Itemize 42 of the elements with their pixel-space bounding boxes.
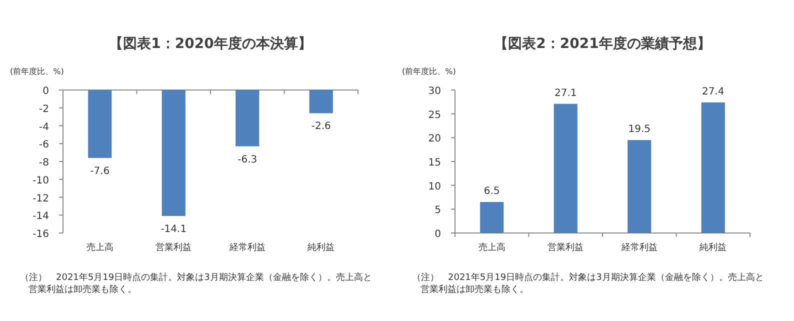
y-axis-title: (前年度比、%) (10, 67, 64, 76)
data-label: -14.1 (160, 224, 187, 236)
data-label: 6.5 (484, 186, 500, 198)
y-axis-title: (前年度比、%) (402, 67, 456, 76)
data-label: -7.6 (90, 166, 110, 177)
y-tick-label: -10 (32, 175, 49, 186)
y-tick-label: -8 (39, 158, 49, 168)
y-tick-label: 10 (428, 181, 441, 192)
y-tick-label: 5 (434, 205, 441, 216)
y-tick-label: 30 (428, 86, 441, 97)
data-label: -6.3 (238, 154, 258, 166)
x-tick-label: 営業利益 (548, 242, 584, 253)
data-label: -2.6 (311, 121, 331, 132)
data-label: 27.1 (554, 88, 577, 99)
data-label: 27.4 (702, 86, 724, 98)
bar (701, 102, 725, 233)
y-tick-label: -12 (32, 193, 49, 204)
chart-title: 【図表1：2020年度の本決算】 (109, 35, 312, 52)
text: （注） 2021年5月19日時点の集計。対象は3月期決算企業（金融を除く）。売上高と営業利益は卸売業も除く。 (20, 272, 372, 295)
x-tick-label: 営業利益 (156, 242, 192, 253)
x-tick-label: 純利益 (700, 242, 727, 253)
bar (480, 202, 504, 233)
bar (628, 140, 652, 233)
y-tick-label: 0 (42, 86, 49, 97)
y-tick-label: -16 (32, 229, 49, 240)
y-tick-label: -2 (39, 104, 49, 115)
x-tick-label: 経常利益 (620, 242, 658, 253)
text: （注） 2021年5月19日時点の集計。対象は3月期決算企業（金融を除く）。売上高と営業利益は卸売業も除く。 (412, 272, 764, 295)
x-tick-label: 経常利益 (228, 242, 266, 253)
y-tick-label: 0 (434, 229, 441, 240)
y-tick-label: -4 (39, 122, 49, 133)
x-tick-label: 売上高 (478, 242, 506, 253)
x-tick-label: 売上高 (86, 242, 114, 253)
y-tick-label: 15 (428, 158, 441, 168)
data-label: 19.5 (628, 124, 651, 136)
chart-title: 【図表2：2021年度の業績予想】 (494, 35, 711, 52)
y-tick-label: -14 (32, 211, 49, 222)
bar (554, 104, 578, 233)
y-tick-label: 20 (428, 134, 441, 145)
y-tick-label: 25 (428, 110, 441, 121)
y-tick-label: -6 (39, 140, 49, 151)
x-tick-label: 純利益 (308, 242, 335, 253)
